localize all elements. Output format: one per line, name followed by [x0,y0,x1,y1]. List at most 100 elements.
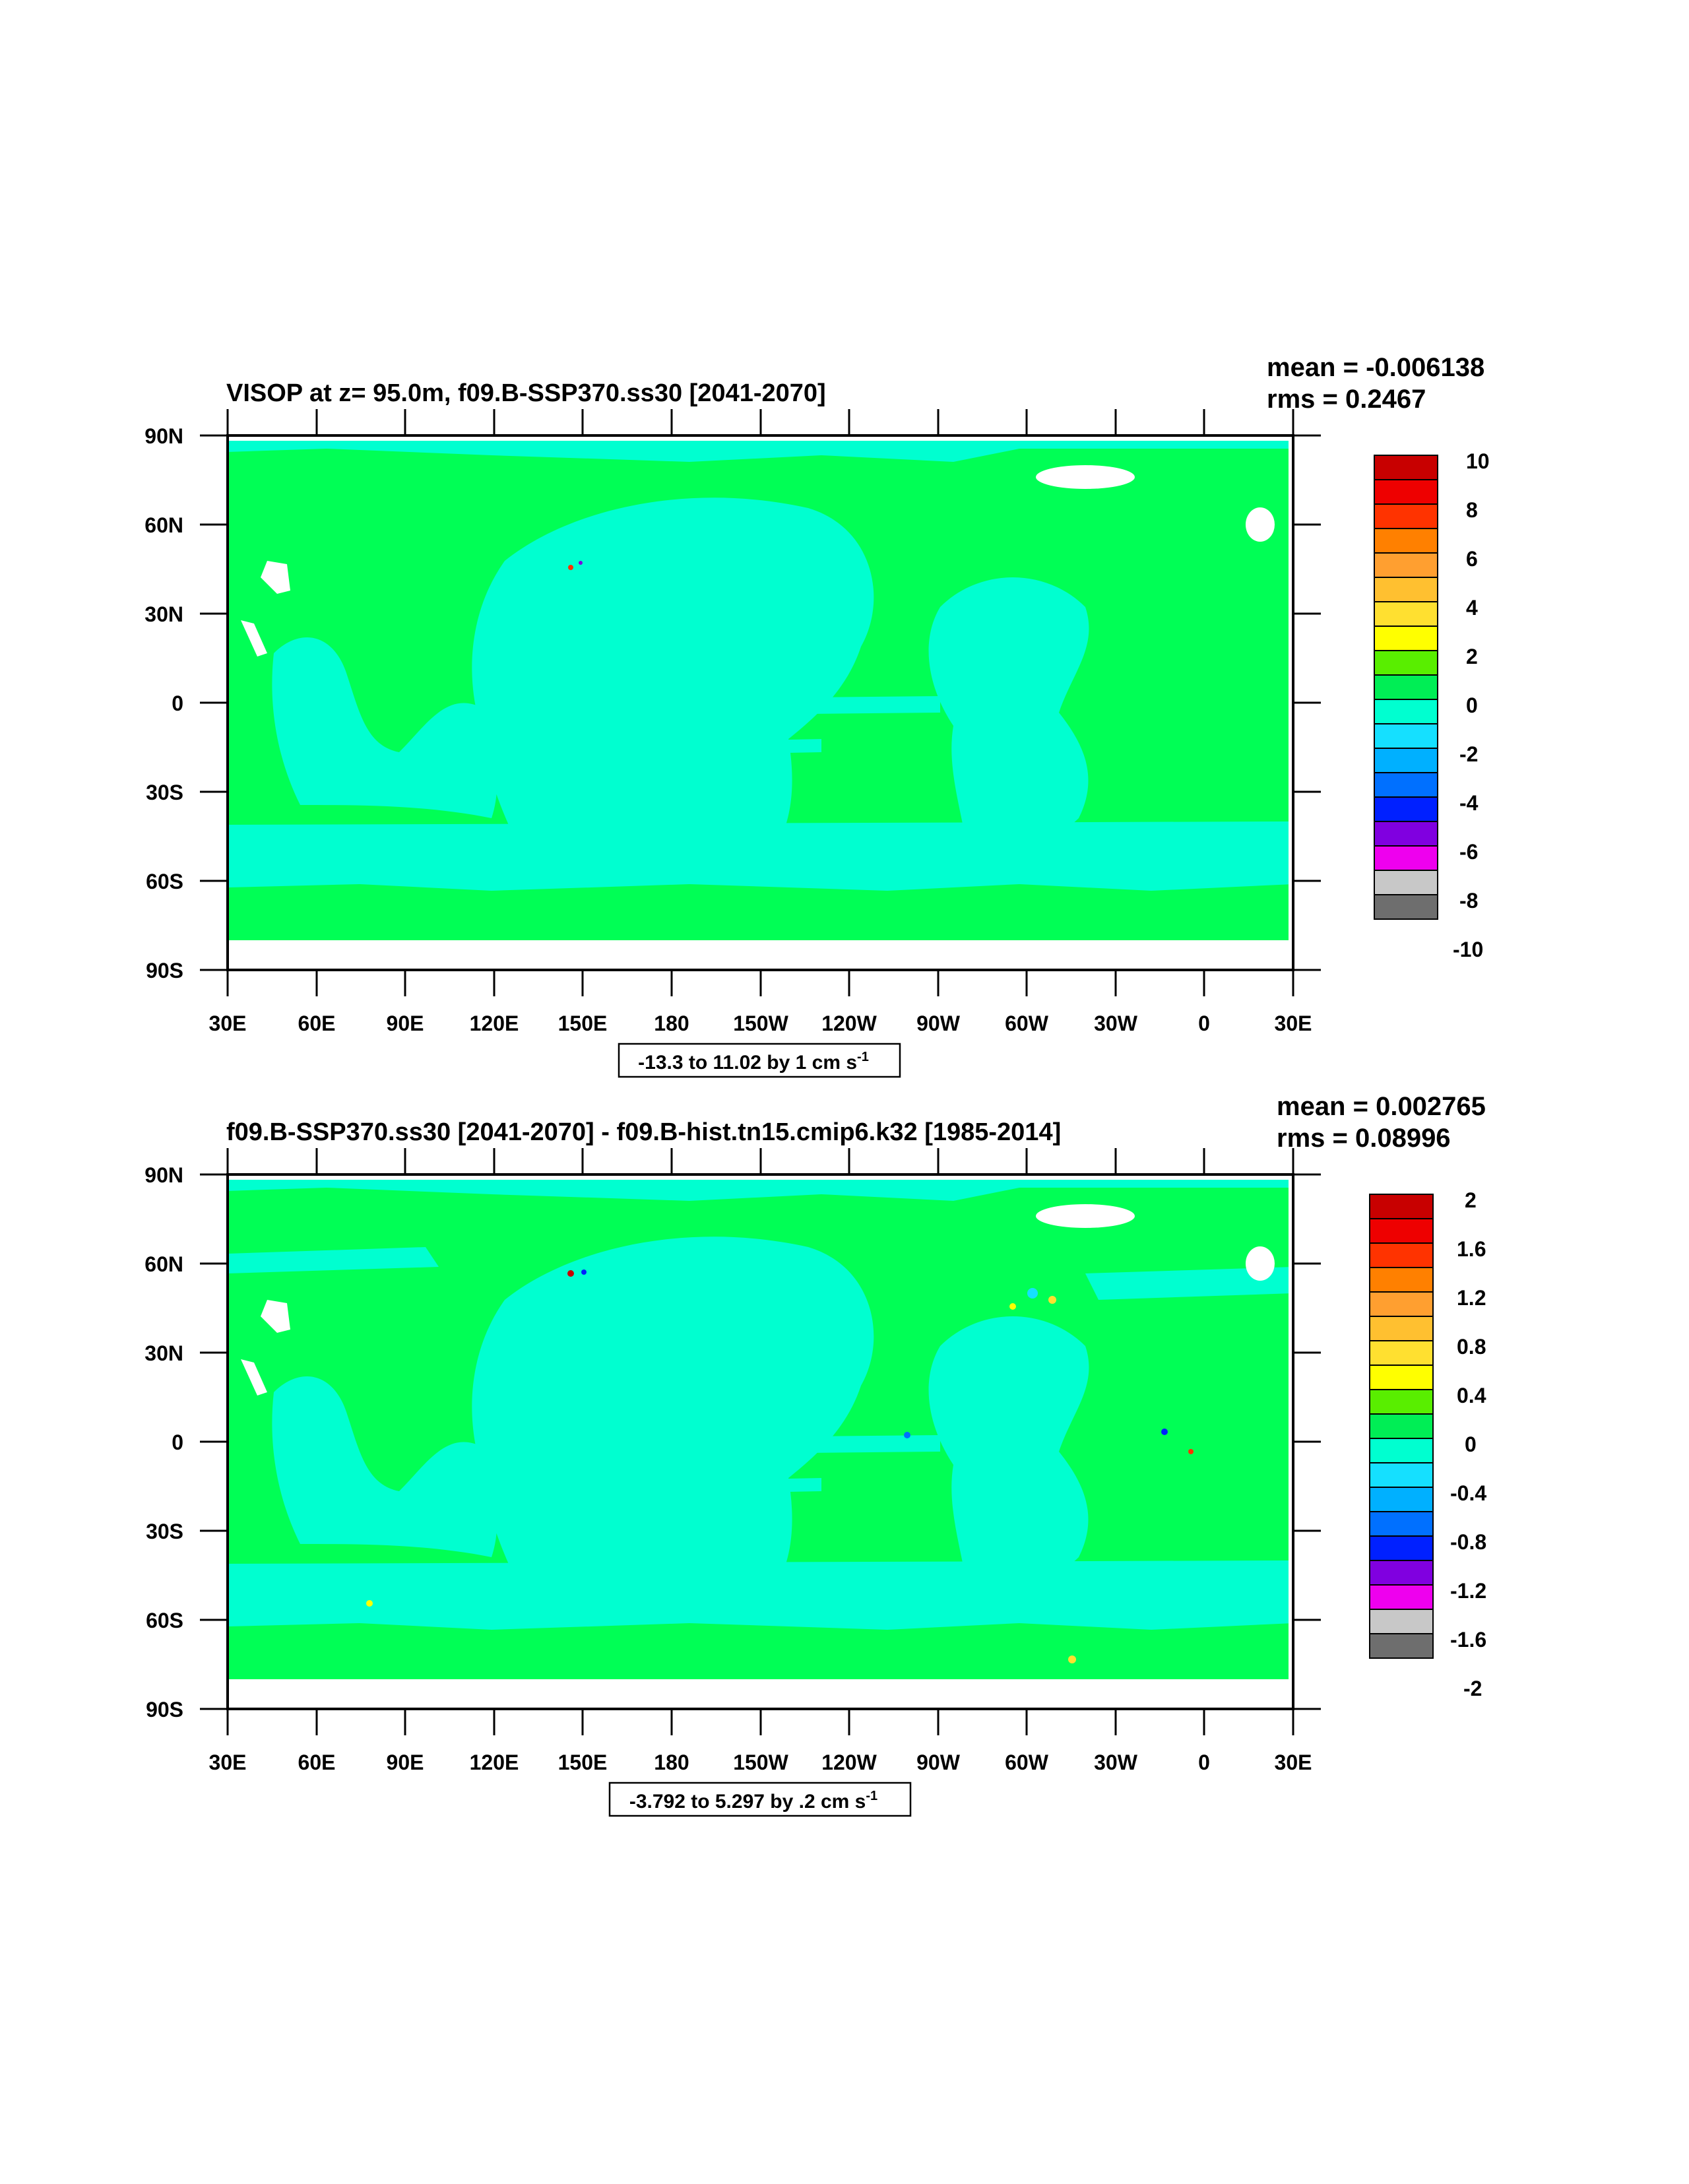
bottom-colorbar-swatch [1369,1560,1434,1586]
top-map [228,435,1293,970]
top-colorbar-swatch [1374,503,1438,529]
bottom-greenland-mask [1036,1204,1135,1228]
top-colorbar-swatch [1374,552,1438,578]
bottom-caspian-mask [261,1300,290,1333]
colorbar-label: -0.8 [1450,1530,1486,1554]
lon-label: 60E [298,1012,336,1035]
top-lon-axis: 30E 60E 90E 120E 150E 180 150W 120W 90W … [209,409,1312,1035]
top-red-sea-mask [241,620,267,657]
lon-label: 150E [558,1012,608,1035]
bottom-red-sea-mask [241,1359,267,1396]
colorbar-label: 2 [1465,1188,1477,1212]
lat-label: 90S [146,959,183,982]
lon-label: 30E [1275,1750,1312,1774]
lon-label: 150W [733,1012,788,1035]
top-colorbar-swatch [1374,699,1438,724]
lon-label: 180 [654,1012,689,1035]
lat-label: 60S [146,870,183,893]
colorbar-label: 10 [1466,449,1490,473]
bottom-colorbar-swatch [1369,1242,1434,1268]
top-range-exponent: -1 [857,1050,869,1064]
lon-label: 30W [1094,1750,1138,1774]
lon-label: 60E [298,1750,336,1774]
bottom-colorbar-swatch [1369,1535,1434,1561]
lon-label: 30W [1094,1012,1138,1035]
bottom-colorbar [1369,1194,1434,1659]
top-plot-title: VISOP at z= 95.0m, f09.B-SSP370.ss30 [20… [226,379,826,407]
lon-label: 120W [821,1012,877,1035]
bottom-colorbar-swatch [1369,1218,1434,1244]
svg-text:-3.792 to 5.297 by .2 cm s-1: -3.792 to 5.297 by .2 cm s-1 [629,1789,877,1813]
bottom-map [228,1174,1293,1709]
bottom-panel: f09.B-SSP370.ss30 [2041-2070] - f09.B-hi… [144,1092,1486,1817]
bottom-colorbar-swatch [1369,1340,1434,1366]
lat-label: 0 [172,1430,183,1454]
colorbar-label: 0.4 [1457,1384,1486,1407]
lon-label: 90E [387,1750,424,1774]
top-colorbar-swatch [1374,894,1438,920]
colorbar-label: 0 [1465,1432,1477,1456]
top-greenland-mask [1036,465,1135,489]
bottom-range-note: -3.792 to 5.297 by .2 cm s-1 [608,1782,912,1817]
lat-label: 60S [146,1609,183,1632]
bottom-colorbar-swatch [1369,1291,1434,1317]
top-range-note: -13.3 to 11.02 by 1 cm s-1 [618,1043,901,1078]
lat-label: 30S [146,1520,183,1543]
colorbar-label: 2 [1466,645,1478,668]
top-antarctic-mask [228,940,1293,970]
lat-label: 60N [144,513,183,537]
bottom-range-exponent: -1 [866,1789,877,1803]
top-rms-stat: rms = 0.2467 [1267,385,1426,414]
lon-label: 90E [387,1012,424,1035]
lat-label: 0 [172,691,183,715]
bottom-range-text: -3.792 to 5.297 by .2 cm s [629,1791,866,1813]
lon-label: 30E [209,1012,247,1035]
bottom-colorbar-swatch [1369,1194,1434,1219]
bottom-scandinavia-mask [1246,1246,1275,1281]
bottom-lon-axis: 30E 60E 90E 120E 150E 180 150W 120W 90W … [209,1148,1312,1774]
colorbar-label: -4 [1459,791,1479,815]
top-panel: VISOP at z= 95.0m, f09.B-SSP370.ss30 [20… [144,353,1490,1078]
bottom-colorbar-swatch [1369,1413,1434,1439]
lon-label: 60W [1005,1750,1049,1774]
bottom-lat-axis: 90N 60N 30N 0 30S 60S 90S [144,1163,1321,1721]
top-colorbar-swatch [1374,845,1438,871]
lon-label: 0 [1198,1750,1210,1774]
bottom-colorbar-swatch [1369,1609,1434,1634]
bottom-mean-stat: mean = 0.002765 [1277,1092,1486,1121]
bottom-colorbar-swatch [1369,1462,1434,1488]
colorbar-label: 0 [1466,693,1478,717]
lat-label: 90N [144,424,183,448]
lon-label: 90W [916,1012,961,1035]
top-colorbar-swatch [1374,772,1438,798]
lat-label: 30N [144,602,183,626]
colorbar-label: 6 [1466,547,1478,571]
bottom-rms-stat: rms = 0.08996 [1277,1124,1451,1153]
lon-label: 120E [470,1750,519,1774]
top-colorbar-swatch [1374,479,1438,505]
lon-label: 150E [558,1750,608,1774]
top-colorbar-labels: 10 8 6 4 2 0 -2 -4 -6 -8 -10 [1453,449,1490,961]
top-caspian-mask [261,561,290,594]
colorbar-label: -8 [1459,889,1478,913]
top-colorbar-swatch [1374,650,1438,676]
top-colorbar-swatch [1374,748,1438,773]
top-colorbar-swatch [1374,528,1438,554]
colorbar-label: 8 [1466,498,1478,522]
lat-label: 60N [144,1252,183,1276]
top-scandinavia-mask [1246,507,1275,542]
colorbar-label: -6 [1459,840,1478,864]
lon-label: 30E [209,1750,247,1774]
bottom-colorbar-swatch [1369,1365,1434,1390]
top-colorbar-swatch [1374,821,1438,847]
colorbar-label: 0.8 [1457,1335,1486,1359]
bottom-colorbar-swatch [1369,1316,1434,1341]
lat-label: 30S [146,781,183,804]
lon-label: 180 [654,1750,689,1774]
top-colorbar-swatch [1374,796,1438,822]
lon-label: 150W [733,1750,788,1774]
lon-label: 60W [1005,1012,1049,1035]
bottom-colorbar-swatch [1369,1633,1434,1659]
bottom-colorbar-swatch [1369,1389,1434,1415]
colorbar-label: 4 [1466,596,1478,620]
